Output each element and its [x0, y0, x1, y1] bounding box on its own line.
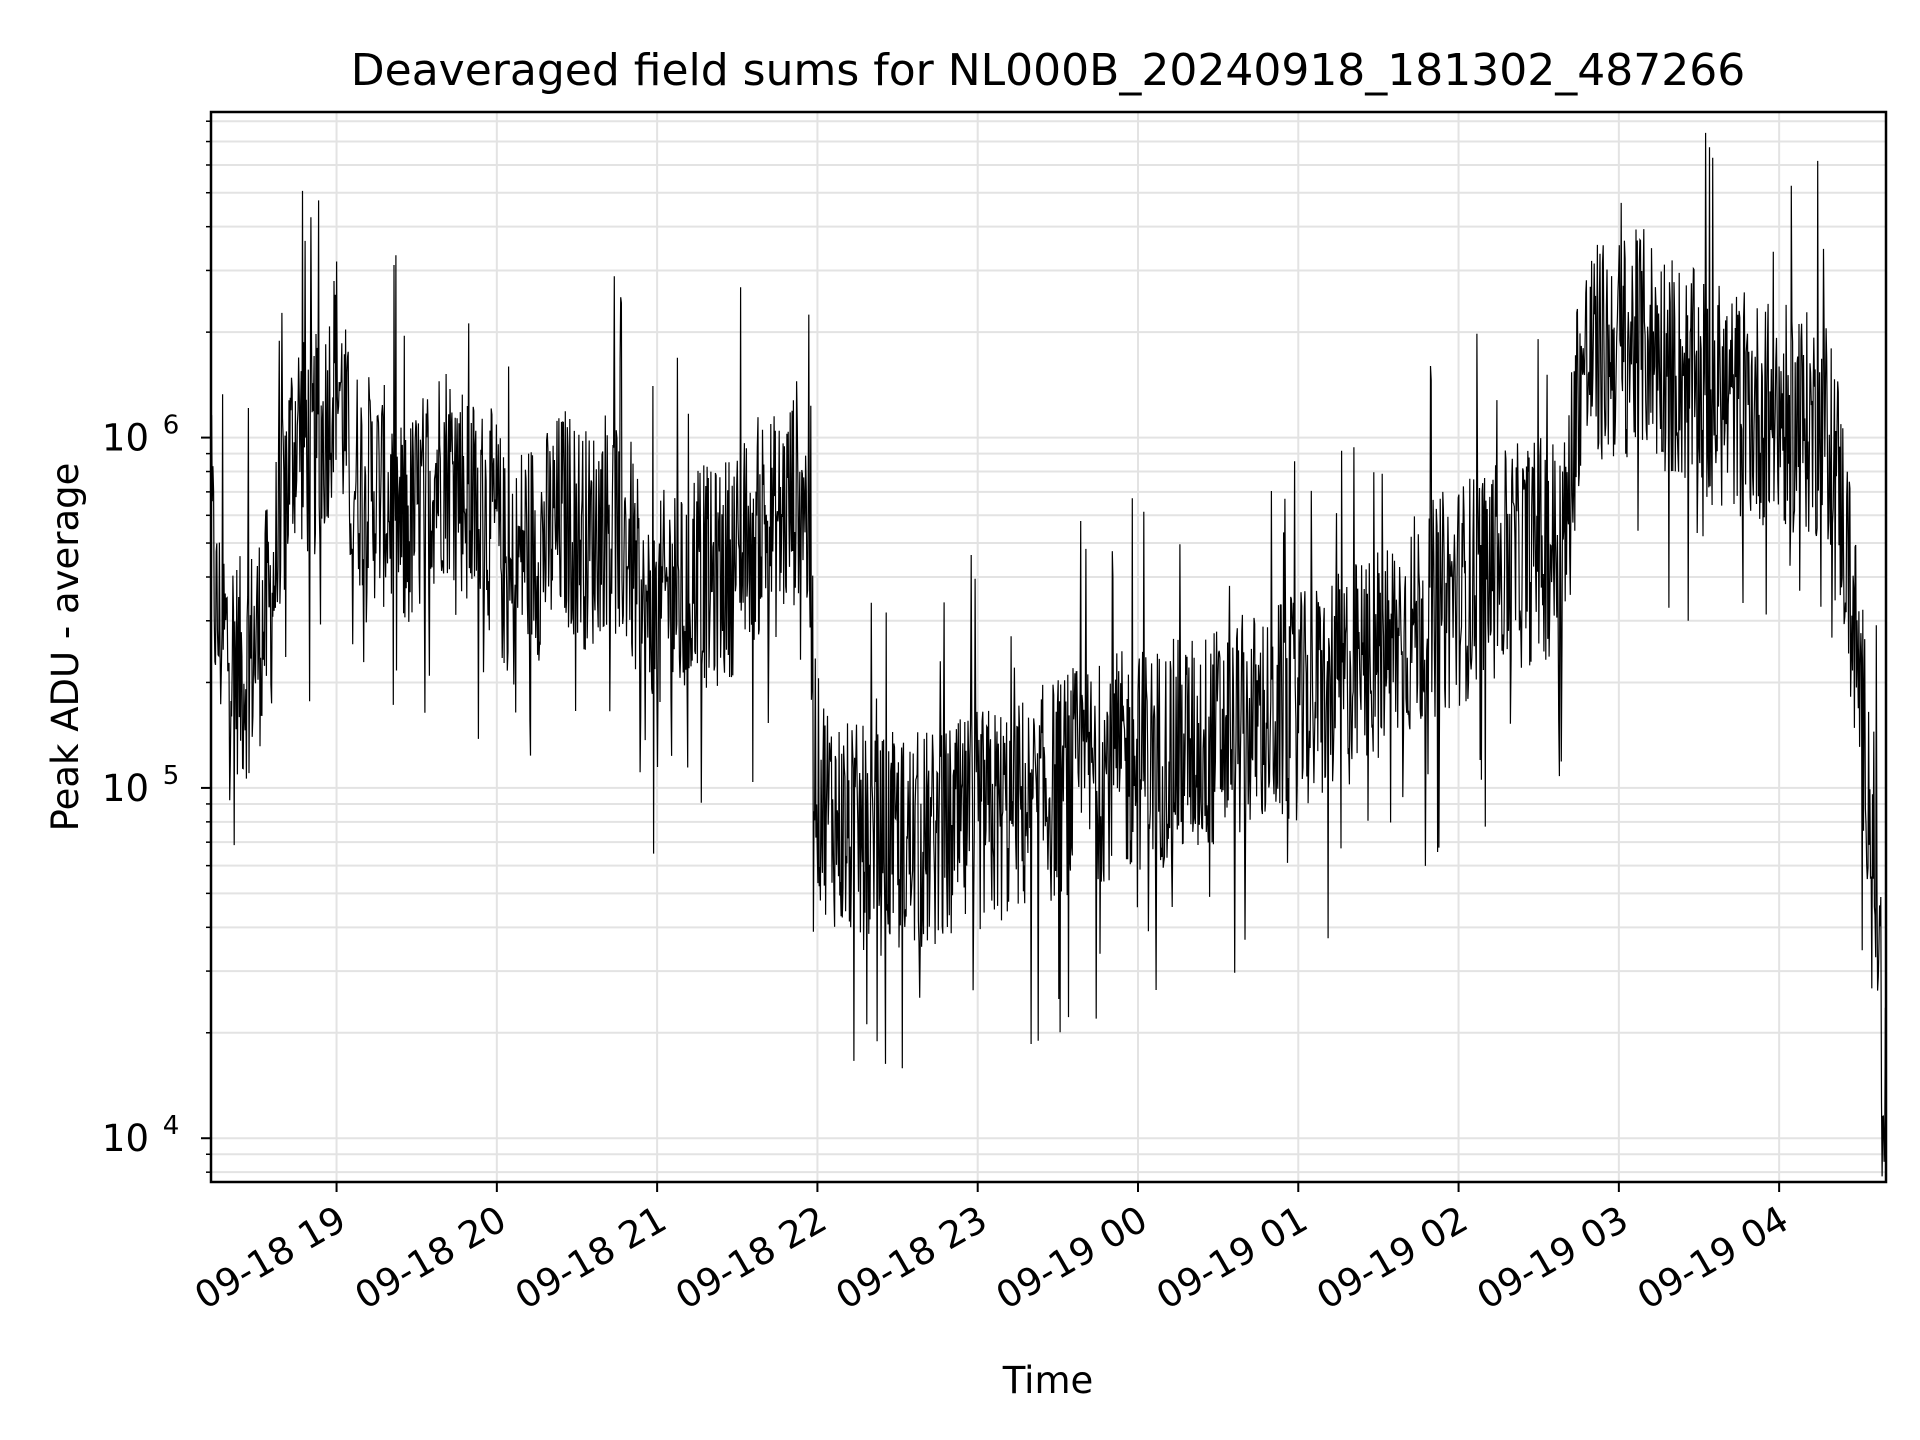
plot-frame: [209, 110, 1888, 1184]
y-tick-label: 10: [102, 417, 149, 460]
y-tick-exponent: 4: [163, 1111, 180, 1141]
y-tick-exponent: 5: [163, 761, 180, 791]
chart-title: Deaveraged field sums for NL000B_2024091…: [351, 45, 1745, 96]
y-axis-ticks: 10 4 10 5 10 6: [102, 120, 211, 1173]
x-axis-label: Time: [1002, 1359, 1094, 1402]
series-layer: [210, 132, 1887, 1177]
series-line: [210, 132, 1887, 1177]
y-tick-label: 10: [102, 767, 149, 810]
y-axis-label: Peak ADU - average: [44, 463, 87, 832]
y-tick-exponent: 6: [163, 411, 180, 441]
y-tick-label: 10: [102, 1117, 149, 1160]
